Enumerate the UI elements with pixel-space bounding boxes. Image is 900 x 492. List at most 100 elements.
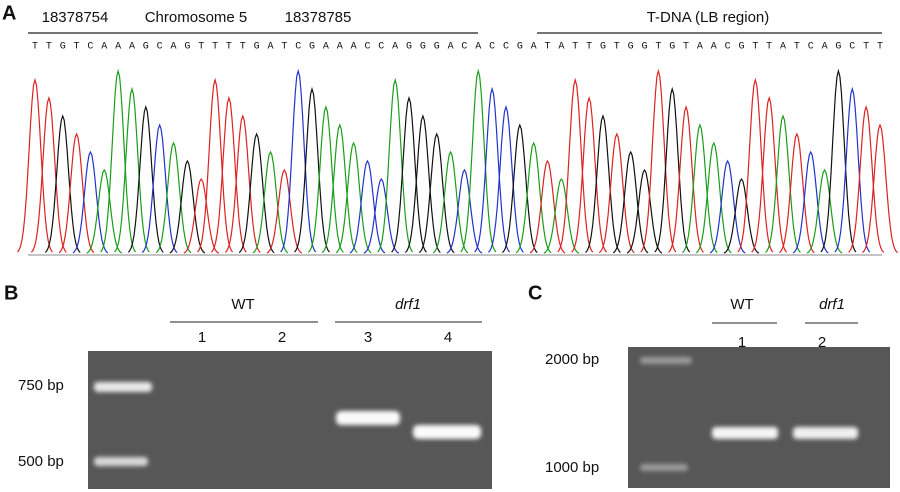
peak (737, 77, 774, 253)
peak (792, 150, 829, 254)
lane-label: 1 (198, 329, 206, 346)
chromatogram (17, 68, 898, 254)
band (336, 411, 400, 425)
base: A (780, 42, 786, 53)
peak (238, 132, 275, 254)
peak (765, 114, 801, 253)
base: G (143, 42, 149, 53)
marker-label: 1000 bp (545, 459, 599, 476)
group-label: WT (730, 296, 753, 313)
base: A (323, 42, 329, 53)
base: A (448, 42, 454, 53)
base: A (267, 42, 273, 53)
base: G (254, 42, 260, 53)
coordinate: 18378754 (42, 9, 109, 26)
peak (197, 77, 233, 253)
peak (307, 105, 344, 253)
base: G (517, 42, 523, 53)
base: T (863, 42, 869, 53)
base: T (281, 42, 287, 53)
peak (806, 168, 843, 254)
peak (294, 86, 330, 253)
base: T (226, 42, 232, 53)
peak (335, 141, 372, 254)
peak (391, 95, 427, 253)
peak (626, 168, 663, 254)
peak (598, 132, 635, 254)
band (413, 425, 481, 439)
base: C (808, 42, 814, 53)
base: T (46, 42, 52, 53)
base: G (669, 42, 675, 53)
peak (695, 141, 732, 254)
base: T (32, 42, 38, 53)
peak (224, 114, 261, 253)
peak (723, 177, 760, 254)
gel (88, 351, 492, 489)
peak (432, 150, 469, 254)
peak (474, 86, 511, 253)
base: G (600, 42, 606, 53)
peak (58, 132, 95, 254)
base: T (683, 42, 689, 53)
base: C (461, 42, 467, 53)
peak (30, 95, 67, 253)
peak (169, 159, 206, 254)
base: A (337, 42, 343, 53)
peak (100, 68, 137, 253)
base: A (711, 42, 717, 53)
base: T (198, 42, 204, 53)
lane-label: 2 (818, 334, 826, 351)
panel-label: C (528, 282, 542, 304)
base: A (558, 42, 564, 53)
base: T (655, 42, 661, 53)
peak (820, 68, 857, 253)
base: G (60, 42, 66, 53)
peak (446, 168, 483, 254)
base: T (752, 42, 758, 53)
lane-label: 1 (738, 334, 746, 351)
band (712, 427, 778, 439)
peak (183, 177, 220, 254)
group-label: WT (231, 296, 254, 313)
marker-label: 500 bp (18, 453, 64, 470)
peak (640, 68, 677, 253)
peak (86, 168, 123, 254)
base: G (835, 42, 841, 53)
base: G (434, 42, 440, 53)
peak (751, 95, 788, 253)
base: T (240, 42, 246, 53)
base: A (822, 42, 828, 53)
base: T (614, 42, 620, 53)
group-label: drf1 (395, 296, 421, 313)
peak (363, 177, 400, 254)
peak (668, 105, 704, 253)
peak (460, 68, 497, 253)
base: A (129, 42, 135, 53)
base: A (101, 42, 107, 53)
panel-label: A (2, 2, 16, 24)
chromosome: Chromosome 5 (145, 9, 248, 26)
peak (529, 159, 566, 254)
tdna-label: T-DNA (LB region) (647, 9, 770, 26)
peak (612, 150, 649, 254)
peak (252, 150, 289, 254)
base: C (503, 42, 509, 53)
ladder-band (94, 382, 152, 392)
peak (778, 132, 815, 254)
base: A (697, 42, 703, 53)
peak (72, 150, 109, 254)
base: A (171, 42, 177, 53)
base: C (157, 42, 163, 53)
peak (114, 86, 150, 253)
base: T (545, 42, 551, 53)
group-label: drf1 (819, 296, 845, 313)
peak (862, 123, 898, 254)
peak (418, 132, 455, 254)
peak (709, 159, 746, 254)
peak (834, 86, 871, 253)
peak (17, 77, 53, 253)
base: C (725, 42, 731, 53)
base: G (642, 42, 648, 53)
